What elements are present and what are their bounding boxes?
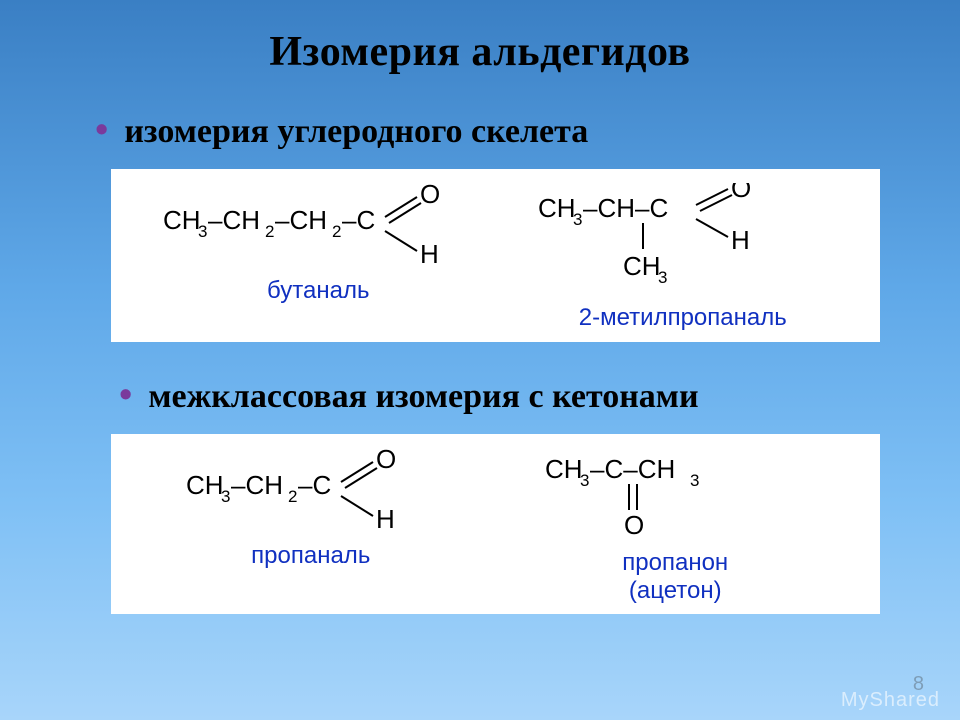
svg-text:CH: CH <box>538 193 576 223</box>
svg-text:2: 2 <box>288 487 297 506</box>
svg-text:–CH–C: –CH–C <box>583 193 668 223</box>
svg-text:–C: –C <box>298 470 331 500</box>
label-propanal: пропаналь <box>251 542 370 570</box>
svg-text:O: O <box>420 183 440 209</box>
svg-text:CH: CH <box>186 470 224 500</box>
molecule-2-methylpropanal: CH3 –CH–C CH3 O H 2-метилпропаналь <box>538 183 828 332</box>
label-propanone-line1: пропанон <box>622 549 728 576</box>
svg-text:CH: CH <box>545 454 583 484</box>
svg-text:–C: –C <box>342 205 375 235</box>
svg-text:3: 3 <box>221 487 230 506</box>
bullet-icon: • <box>95 111 108 149</box>
structure-butanal: CH3 –CH2 –CH2 –C O H <box>163 183 473 271</box>
svg-text:2: 2 <box>332 222 341 241</box>
heading-line-2: • межклассовая изомерия с кетонами <box>95 376 920 416</box>
label-butanal: бутаналь <box>267 277 369 305</box>
watermark: MyShared <box>841 689 940 712</box>
formula-box-2: CH3 –CH2 –C O H пропаналь CH3 –C–CH3 <box>111 434 880 614</box>
section-interclass: • межклассовая изомерия с кетонами CH3 –… <box>0 376 960 614</box>
svg-text:3: 3 <box>690 471 699 490</box>
svg-text:H: H <box>420 239 439 269</box>
heading-1-text: изомерия углеродного скелета <box>124 113 588 151</box>
molecule-propanone: CH3 –C–CH3 O пропанон (ацетон) <box>545 448 805 604</box>
heading-2-text: межклассовая изомерия с кетонами <box>148 378 698 416</box>
svg-text:3: 3 <box>658 268 667 287</box>
label-propanone: пропанон (ацетон) <box>622 549 728 604</box>
svg-text:H: H <box>731 225 750 255</box>
svg-text:O: O <box>376 448 396 474</box>
svg-text:–CH: –CH <box>208 205 260 235</box>
molecule-propanal: CH3 –CH 2 –C O H пропаналь <box>186 448 436 570</box>
svg-text:O: O <box>731 183 751 203</box>
svg-text:CH: CH <box>623 251 661 281</box>
label-propanone-line2: (ацетон) <box>629 577 722 604</box>
svg-text:–CH: –CH <box>231 470 283 500</box>
heading-line-1: • изомерия углеродного скелета <box>95 111 920 151</box>
bullet-icon: • <box>119 376 132 414</box>
label-2-methylpropanal: 2-метилпропаналь <box>579 304 787 332</box>
svg-text:3: 3 <box>580 471 589 490</box>
svg-text:H: H <box>376 504 395 534</box>
svg-text:3: 3 <box>573 210 582 229</box>
svg-text:2: 2 <box>265 222 274 241</box>
page-title: Изомерия альдегидов <box>0 0 960 76</box>
svg-text:–C–CH: –C–CH <box>590 454 675 484</box>
svg-text:O: O <box>624 510 644 540</box>
molecule-butanal: CH3 –CH2 –CH2 –C O H бутаналь <box>163 183 473 305</box>
svg-text:3: 3 <box>198 222 207 241</box>
formula-box-1: CH3 –CH2 –CH2 –C O H бутаналь C <box>111 169 880 342</box>
section-carbon-skeleton: • изомерия углеродного скелета CH3 –CH2 … <box>0 111 960 342</box>
svg-text:–CH: –CH <box>275 205 327 235</box>
structure-propanal: CH3 –CH 2 –C O H <box>186 448 436 536</box>
structure-2-methylpropanal: CH3 –CH–C CH3 O H <box>538 183 828 298</box>
structure-propanone: CH3 –C–CH3 O <box>545 448 805 543</box>
svg-text:CH: CH <box>163 205 201 235</box>
